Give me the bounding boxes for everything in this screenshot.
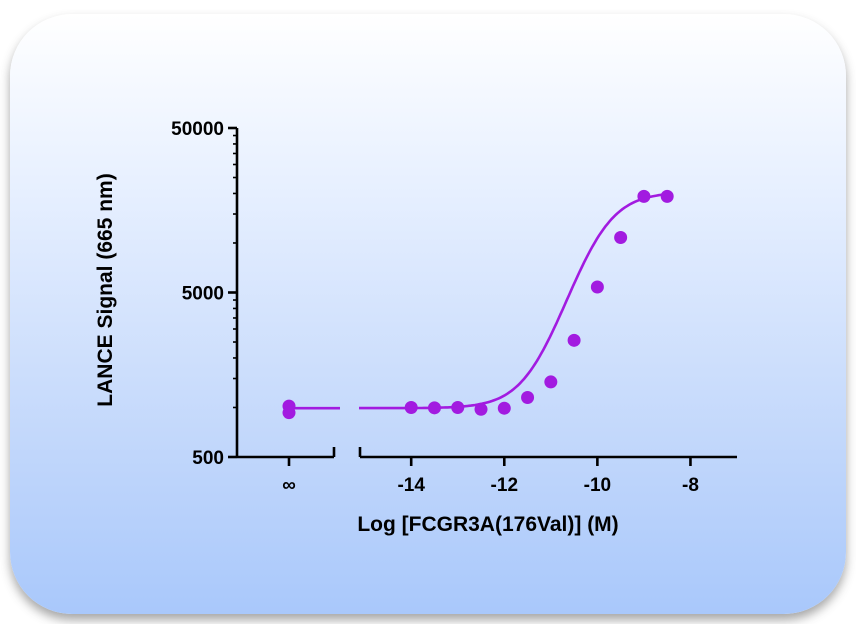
data-point bbox=[451, 400, 465, 414]
data-point-zero bbox=[282, 406, 296, 420]
x-axis-title: Log [FCGR3A(176Val)] (M) bbox=[357, 513, 618, 536]
data-point bbox=[590, 280, 604, 294]
y-tick-label: 50000 bbox=[171, 119, 224, 140]
data-point bbox=[660, 189, 674, 203]
x-tick-label: -14 bbox=[397, 475, 425, 496]
x-tick-label: -10 bbox=[584, 475, 611, 496]
data-points bbox=[282, 189, 674, 420]
data-point bbox=[544, 375, 558, 389]
y-axis-title: LANCE Signal (665 nm) bbox=[94, 173, 117, 406]
x-tick-label: -12 bbox=[491, 475, 518, 496]
fit-curves bbox=[289, 192, 668, 410]
chart-background-panel bbox=[10, 14, 846, 614]
y-tick-label: 5000 bbox=[182, 284, 224, 305]
data-point bbox=[427, 401, 441, 415]
data-point bbox=[637, 189, 651, 203]
data-point bbox=[521, 390, 535, 404]
data-point bbox=[497, 401, 511, 415]
fit-curve bbox=[359, 192, 668, 410]
y-tick-label: 500 bbox=[192, 448, 224, 469]
data-point bbox=[474, 402, 488, 416]
data-point bbox=[614, 230, 628, 244]
axes: 500 5000 50000 -14 -12 -10 -8 ∞ bbox=[171, 119, 737, 496]
x-tick-label-infinity: ∞ bbox=[282, 475, 296, 496]
data-point bbox=[404, 400, 418, 414]
data-point bbox=[567, 333, 581, 347]
x-tick-label: -8 bbox=[682, 475, 699, 496]
